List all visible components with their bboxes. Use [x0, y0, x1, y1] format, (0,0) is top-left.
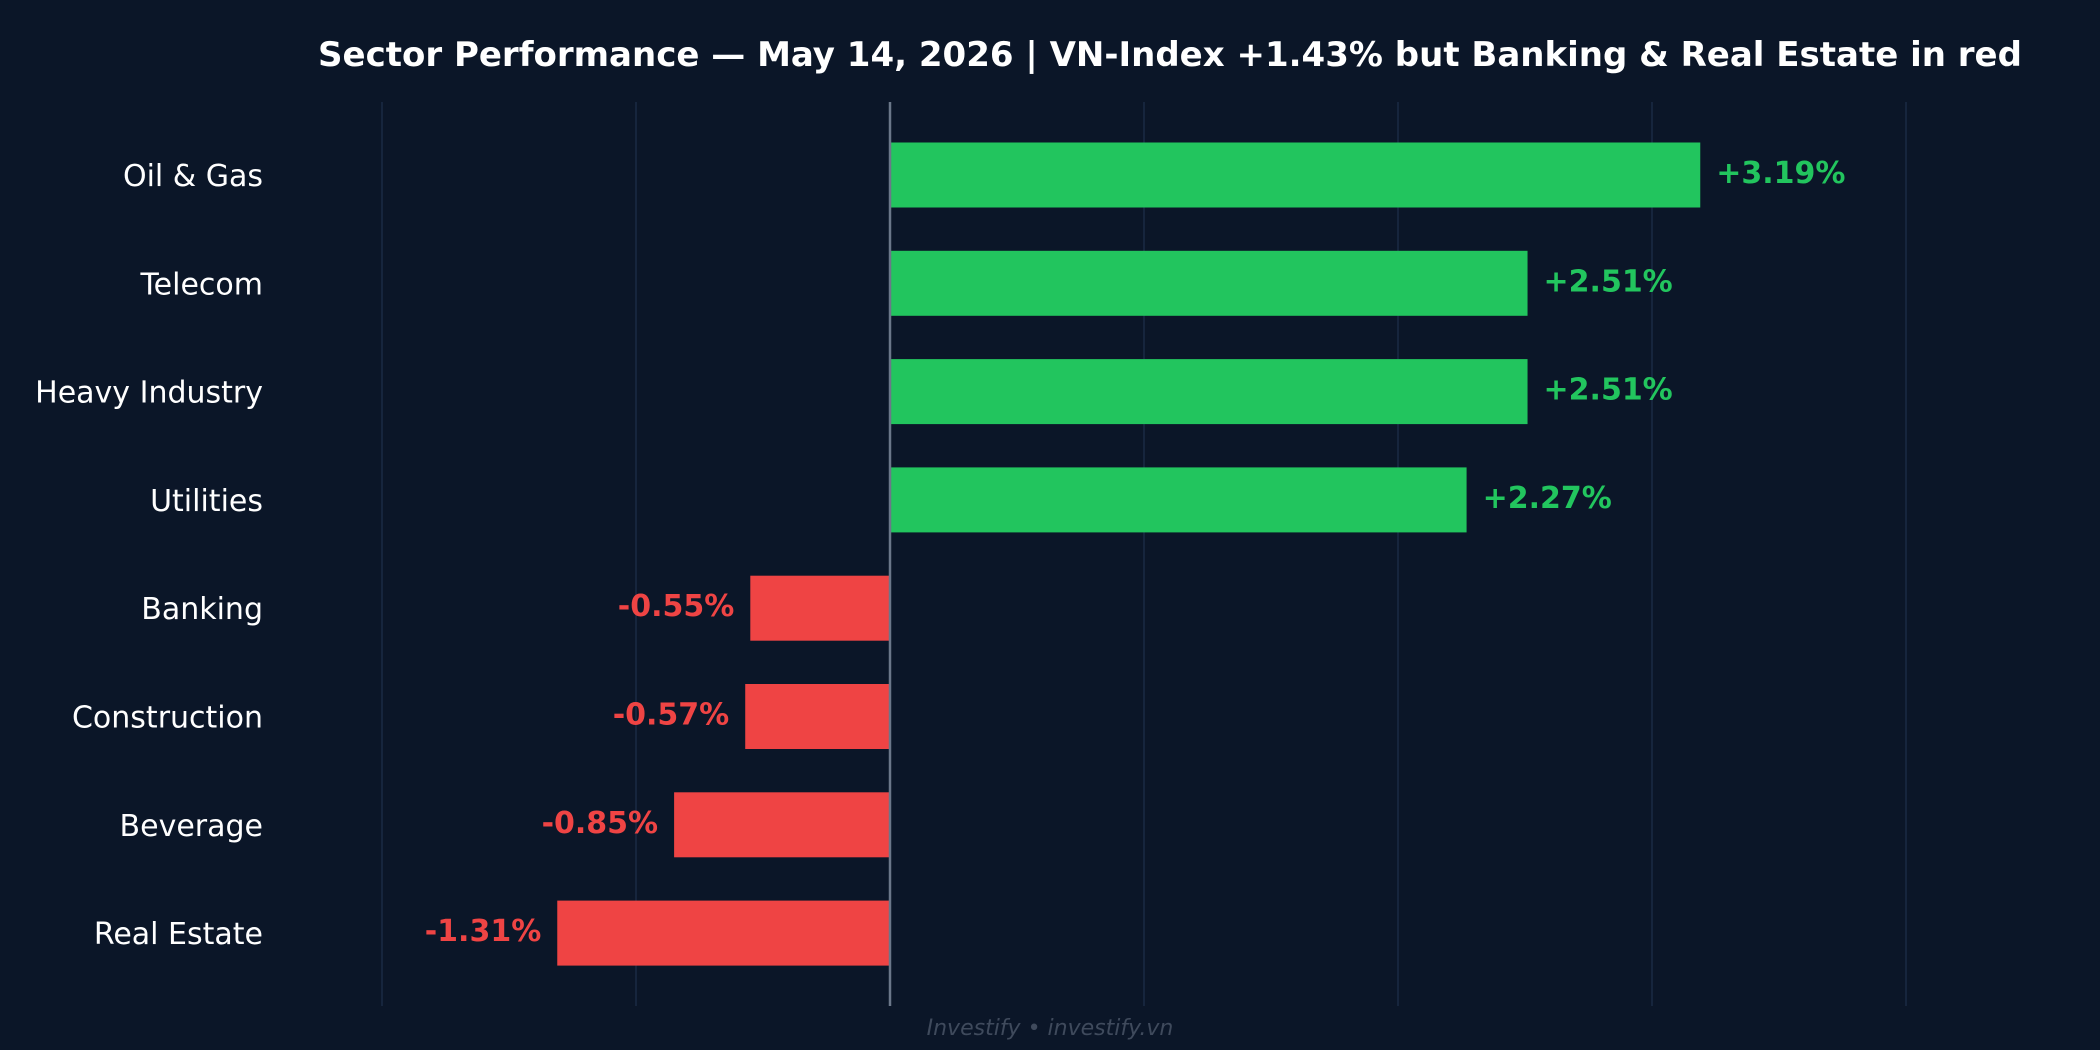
category-label-4: Banking [141, 592, 263, 627]
value-label-0: +3.19% [1716, 156, 1845, 191]
value-labels: +3.19% +2.51% +2.51% +2.27% -0.55% -0.57% -0.8… [425, 156, 1846, 949]
bar-7 [557, 900, 890, 966]
bar-5 [745, 684, 890, 749]
value-label-4: -0.55% [618, 589, 735, 624]
value-label-1: +2.51% [1544, 264, 1673, 299]
bar-0 [890, 142, 1701, 208]
footer-credit: Investify • investify.vn [927, 1016, 1174, 1041]
chart-title: Sector Performance — May 14, 2026 | VN-I… [318, 35, 2022, 75]
category-label-7: Real Estate [94, 917, 263, 952]
bar-3 [890, 467, 1467, 533]
category-label-3: Utilities [150, 484, 263, 519]
gridlines [381, 102, 1907, 1006]
category-label-6: Beverage [120, 809, 263, 844]
bar-2 [890, 359, 1528, 425]
category-label-1: Telecom [139, 267, 263, 302]
category-label-2: Heavy Industry [35, 376, 263, 411]
bar-1 [890, 250, 1528, 316]
bar-6 [674, 792, 890, 858]
value-label-3: +2.27% [1483, 481, 1612, 516]
value-label-6: -0.85% [542, 806, 659, 841]
bar-4 [750, 575, 890, 641]
value-label-5: -0.57% [613, 698, 730, 733]
value-label-7: -1.31% [425, 914, 542, 949]
category-label-0: Oil & Gas [123, 159, 263, 194]
category-label-5: Construction [72, 701, 263, 736]
category-labels: Oil & Gas Telecom Heavy Industry Utilities B… [35, 159, 263, 952]
bars [557, 142, 1701, 966]
value-label-2: +2.51% [1544, 373, 1673, 408]
